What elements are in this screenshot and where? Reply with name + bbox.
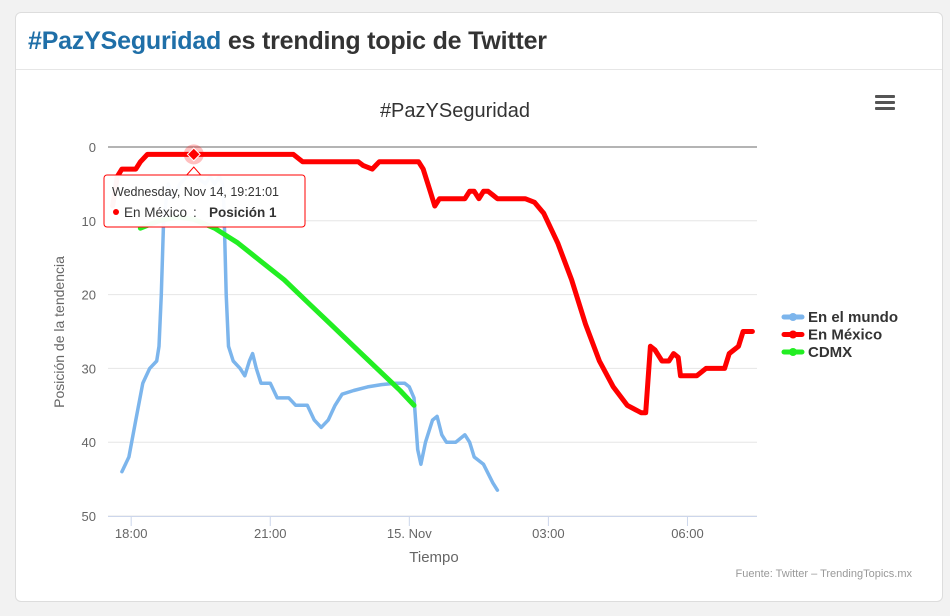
- chart-title: #PazYSeguridad: [380, 100, 530, 122]
- tooltip-date: Wednesday, Nov 14, 19:21:01: [112, 185, 279, 199]
- y-tick-label: 10: [82, 214, 96, 229]
- chart-card: #PazYSeguridad es trending topic de Twit…: [15, 12, 943, 602]
- y-tick-label: 20: [82, 288, 96, 303]
- x-axis-label: Tiempo: [409, 549, 458, 566]
- legend-marker-mexico: [789, 330, 797, 339]
- series-line-cdmx: [137, 214, 417, 408]
- tooltip-value: Posición 1: [209, 205, 277, 220]
- tooltip: Wednesday, Nov 14, 19:21:01 En México: Pos…: [103, 144, 306, 228]
- x-tick-label: 03:00: [532, 526, 565, 541]
- y-tick-label: 30: [82, 361, 96, 376]
- x-tick-label: 15. Nov: [387, 526, 432, 541]
- x-tick-label: 18:00: [115, 526, 148, 541]
- legend-item-mundo[interactable]: En el mundo: [808, 309, 898, 326]
- legend-marker-mundo: [789, 313, 797, 321]
- legend-item-cdmx[interactable]: CDMX: [808, 344, 852, 361]
- axes: Posición de la tendencia Tiempo 0 10 20 30 4…: [51, 140, 757, 566]
- card-header: #PazYSeguridad es trending topic de Twit…: [16, 13, 942, 70]
- card-title: #PazYSeguridad es trending topic de Twit…: [28, 27, 547, 56]
- tooltip-box: [103, 174, 306, 228]
- y-tick-label: 0: [89, 140, 96, 155]
- title-text: es trending topic de Twitter: [221, 26, 547, 55]
- x-tick-label: 21:00: [254, 526, 287, 541]
- hashtag-link[interactable]: #PazYSeguridad: [28, 26, 222, 55]
- y-tick-label: 50: [82, 509, 96, 524]
- credits-text[interactable]: Fuente: Twitter – TrendingTopics.mx: [736, 568, 913, 580]
- tooltip-separator: :: [193, 205, 197, 220]
- series-line-mexico: [110, 151, 755, 416]
- tooltip-series-marker: [113, 209, 119, 215]
- tooltip-pointer: [185, 166, 202, 176]
- y-axis-label: Posición de la tendencia: [51, 256, 67, 408]
- hamburger-menu-icon[interactable]: [873, 92, 897, 114]
- hover-marker: [186, 147, 201, 162]
- tooltip-series-name: En México: [124, 205, 187, 220]
- x-tick-label: 06:00: [671, 526, 704, 541]
- y-tick-label: 40: [82, 435, 96, 450]
- legend-item-mexico[interactable]: En México: [808, 327, 882, 344]
- legend-marker-cdmx: [789, 348, 797, 356]
